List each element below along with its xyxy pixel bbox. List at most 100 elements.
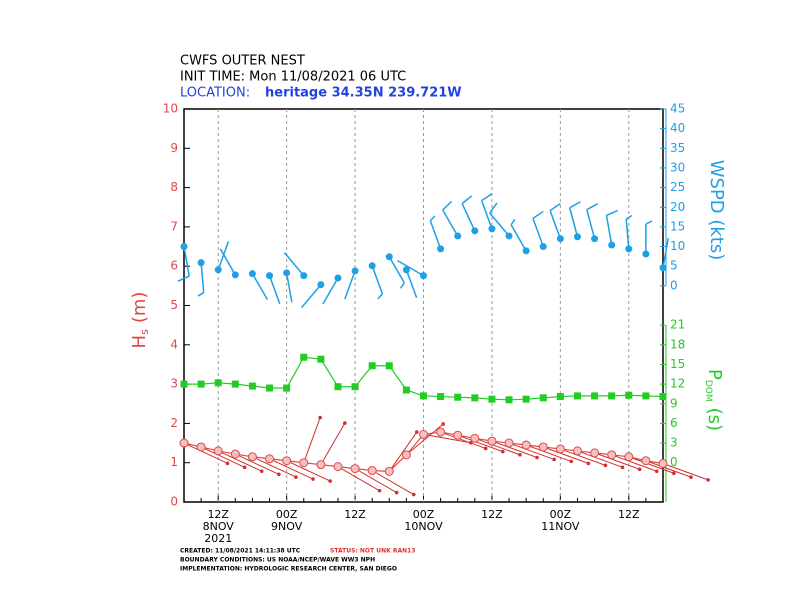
wave-direction-head: [620, 465, 625, 470]
wave-direction: [423, 433, 471, 444]
wave-direction: [286, 460, 331, 482]
wave-direction-head: [441, 422, 445, 426]
y2-tick-label: 40: [670, 121, 685, 135]
wave-direction: [611, 454, 657, 472]
wind-point: [334, 274, 342, 282]
hs-point: [555, 444, 565, 454]
wave-direction: [440, 431, 486, 449]
y-tick-label: 1: [170, 455, 178, 469]
tp-point: [248, 382, 256, 390]
y3-label-unit: (s): [704, 408, 725, 431]
wave-direction: [269, 458, 314, 480]
wind-barb: [217, 241, 230, 270]
wave-direction-head: [259, 469, 264, 473]
wave-direction-head: [277, 472, 281, 477]
wave-direction: [491, 440, 538, 458]
wind-point: [214, 266, 222, 274]
wind-staff: [442, 209, 459, 237]
tp-point: [197, 380, 205, 388]
wave-direction-head: [672, 471, 676, 476]
wave-direction: [594, 452, 640, 470]
hs-point: [607, 450, 617, 460]
wind-barb: [300, 284, 322, 309]
y2-tick-label: 25: [670, 180, 685, 194]
tp-point: [522, 395, 530, 403]
wind-point: [266, 272, 274, 280]
wind-staff: [568, 207, 579, 237]
wave-direction: [560, 448, 606, 466]
y3-tick-label: 0: [670, 455, 678, 469]
hs-point: [299, 458, 309, 468]
wind-staff: [586, 209, 596, 239]
footer-boundary: BOUNDARY CONDITIONS: US NOAA/NCEP/WAVE W…: [180, 557, 375, 564]
y-tick-label: 9: [170, 141, 178, 155]
x-tick-label: 12Z: [207, 508, 229, 521]
wind-barb: [568, 201, 581, 237]
location: heritage 34.35N 239.721W: [265, 86, 462, 101]
wind-staff: [405, 269, 418, 299]
wind-staff: [219, 248, 236, 276]
wind-barb: [268, 275, 281, 305]
x-date-label: 10NOV: [404, 520, 443, 533]
tp-point: [454, 393, 462, 401]
wind-staff: [388, 256, 405, 284]
wave-direction: [252, 456, 297, 478]
wind-point: [402, 266, 410, 274]
y-tick-label: 5: [170, 298, 178, 312]
footer-status: STATUS: NOT UNK RAN13: [330, 548, 415, 555]
tp-point: [437, 393, 445, 401]
hs-point: [521, 440, 531, 450]
wind-point: [642, 250, 650, 258]
wind-staff: [429, 220, 442, 250]
wind-barb: [662, 238, 669, 268]
hs-point: [590, 448, 600, 458]
wind-staff: [322, 277, 339, 305]
wind-staff: [283, 252, 305, 277]
wind-feather: [177, 275, 190, 282]
hs-point: [624, 452, 634, 462]
wind-staff: [300, 284, 322, 309]
wind-point: [248, 270, 256, 278]
y-tick-label: 8: [170, 180, 178, 194]
wind-feather: [549, 202, 561, 212]
y-tick-label: 2: [170, 416, 178, 430]
wind-point: [608, 241, 616, 249]
wind-point: [351, 267, 359, 275]
wind-feather: [586, 203, 598, 211]
wind-point: [505, 232, 513, 240]
wave-direction-head: [569, 459, 574, 464]
wind-feather: [197, 291, 205, 297]
wind-barb: [177, 246, 190, 282]
y3-label-sub: DOM: [704, 380, 714, 402]
wave-direction-head: [318, 415, 322, 420]
tp-point: [317, 355, 325, 363]
wind-barb: [251, 273, 269, 301]
wind-feather: [429, 215, 436, 222]
y2-tick-label: 45: [670, 102, 685, 116]
x-tick-label: 00Z: [276, 508, 298, 521]
wind-staff: [461, 203, 476, 232]
hs-point: [470, 433, 480, 443]
wave-direction-head: [586, 461, 591, 466]
wind-feather: [489, 202, 498, 214]
location-label: LOCATION:: [180, 86, 250, 101]
wind-feather: [461, 195, 473, 205]
wind-feather: [399, 282, 405, 289]
title-line: INIT TIME: Mon 11/08/2021 06 UTC: [180, 70, 406, 85]
wind-point: [197, 259, 205, 267]
wave-direction: [388, 431, 418, 472]
hs-point: [179, 438, 189, 448]
wind-point: [488, 225, 496, 233]
wind-staff: [532, 218, 544, 247]
hs-point: [487, 436, 497, 446]
hs-point: [572, 446, 582, 456]
tp-point: [334, 383, 342, 391]
wind-point: [437, 245, 445, 253]
wind-point: [659, 264, 667, 272]
tp-point: [266, 384, 274, 392]
tp-point: [591, 392, 599, 400]
y3-label-main: P: [704, 369, 725, 380]
wind-staff: [605, 215, 613, 246]
wind-feather: [606, 209, 619, 217]
wind-staff: [371, 265, 384, 295]
